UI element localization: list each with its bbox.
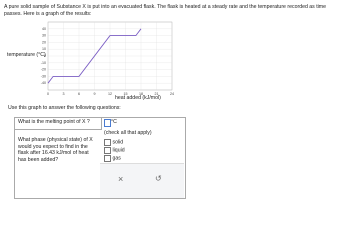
y-tick-label: -30 <box>41 74 46 78</box>
page: A pure solid sample of Substance X is pu… <box>4 4 327 199</box>
graph: -40 -30 -20 -10 0 10 20 30 40 0 3 6 9 12 15 18 21 24 <box>41 21 174 96</box>
x-tick-label: 0 <box>47 92 49 96</box>
option-label: gas <box>112 155 121 162</box>
y-tick-label: -10 <box>41 61 46 65</box>
x-tick-label: 15 <box>124 92 128 96</box>
option-label: solid <box>112 139 124 146</box>
x-axis-label: heat added (kJ/mol) <box>115 95 161 101</box>
answer-input[interactable] <box>104 119 111 127</box>
x-tick-label: 3 <box>63 92 65 96</box>
button-bar: × ↺ <box>100 163 184 198</box>
x-tick-label: 9 <box>94 92 96 96</box>
hint: (check all that apply) <box>104 130 152 136</box>
question-prompt: What is the melting point of X ? <box>18 119 90 125</box>
question-row <box>14 117 102 130</box>
option[interactable]: liquid <box>104 147 125 154</box>
intro-text: A pure solid sample of Substance X is pu… <box>4 4 327 17</box>
option-label: liquid <box>112 147 125 154</box>
x-tick-label: 12 <box>108 92 112 96</box>
heating-curve <box>47 28 142 84</box>
y-tick-label: 0 <box>44 54 46 58</box>
y-tick-label: -40 <box>41 81 46 85</box>
undo-button[interactable]: ↺ <box>155 174 162 183</box>
option[interactable]: gas <box>104 155 121 162</box>
y-tick-label: 30 <box>42 34 46 38</box>
x-tick-label: 21 <box>155 92 159 96</box>
y-tick-label: -20 <box>41 68 46 72</box>
unit: °C <box>111 119 117 125</box>
option[interactable]: solid <box>104 139 123 146</box>
y-tick-label: 10 <box>42 47 46 51</box>
question-prompt: What phase (physical state) of X would y… <box>18 137 93 163</box>
x-tick-label: 24 <box>170 92 174 96</box>
y-tick-label: 20 <box>42 40 46 44</box>
x-tick-label: 18 <box>139 92 143 96</box>
y-axis-label: temperature (°C) <box>7 52 46 58</box>
x-tick-label: 6 <box>78 92 80 96</box>
instruction: Use this graph to answer the following q… <box>8 105 121 111</box>
y-tick-label: 40 <box>42 27 46 31</box>
clear-button[interactable]: × <box>118 174 124 184</box>
